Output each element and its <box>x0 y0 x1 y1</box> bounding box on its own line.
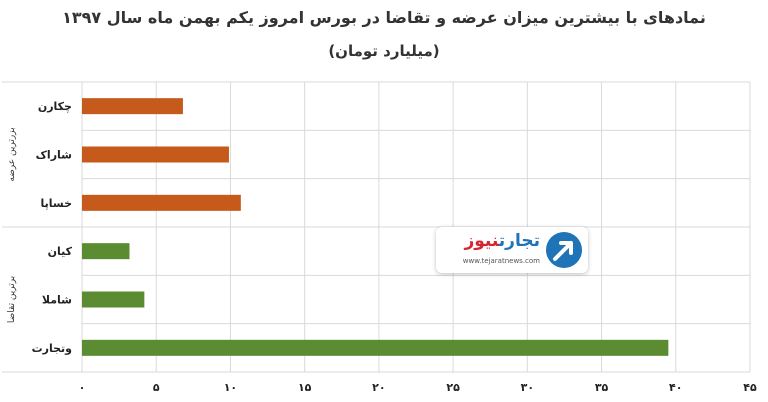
category-label: شاراک <box>36 149 72 162</box>
x-tick-label: ۴۰ <box>669 381 682 394</box>
category-label: کیان <box>48 245 73 258</box>
bar <box>82 291 145 308</box>
watermark-logo: تجارتنیوز www.tejaratnews.com <box>436 227 588 273</box>
x-tick-label: ۱۰ <box>224 381 237 394</box>
watermark-name: تجارتنیوز <box>464 231 540 251</box>
arrow-circle-icon <box>546 232 582 268</box>
group-label: برترین تقاضا <box>7 276 17 323</box>
bar <box>82 339 669 356</box>
watermark-name-accent: نیوز <box>464 231 499 251</box>
x-tick-label: ۳۰ <box>521 381 534 394</box>
x-tick-label: ۲۵ <box>446 381 460 394</box>
chart-header: نمادهای با بیشترین میزان عرضه و تقاضا در… <box>0 6 768 62</box>
x-tick-label: ۰ <box>79 381 86 394</box>
category-label: چکارن <box>38 100 72 113</box>
category-label: وتجارت <box>32 342 73 355</box>
x-tick-label: ۵ <box>153 381 160 394</box>
watermark-name-main: تجارت <box>498 231 540 251</box>
chart-title: نمادهای با بیشترین میزان عرضه و تقاضا در… <box>62 8 706 27</box>
bar <box>82 98 183 115</box>
group-label: بزرترین عرضه <box>7 127 17 181</box>
category-label: خساپا <box>40 197 72 210</box>
chart-subtitle: (میلیارد تومان) <box>328 42 440 60</box>
bar <box>82 194 241 211</box>
bar <box>82 243 130 260</box>
bar <box>82 146 229 163</box>
x-tick-label: ۴۵ <box>743 381 757 394</box>
x-tick-label: ۱۵ <box>298 381 312 394</box>
watermark-url: www.tejaratnews.com <box>462 257 540 265</box>
category-label: شاملا <box>42 294 72 307</box>
x-tick-label: ۳۵ <box>595 381 609 394</box>
x-tick-label: ۲۰ <box>372 381 385 394</box>
